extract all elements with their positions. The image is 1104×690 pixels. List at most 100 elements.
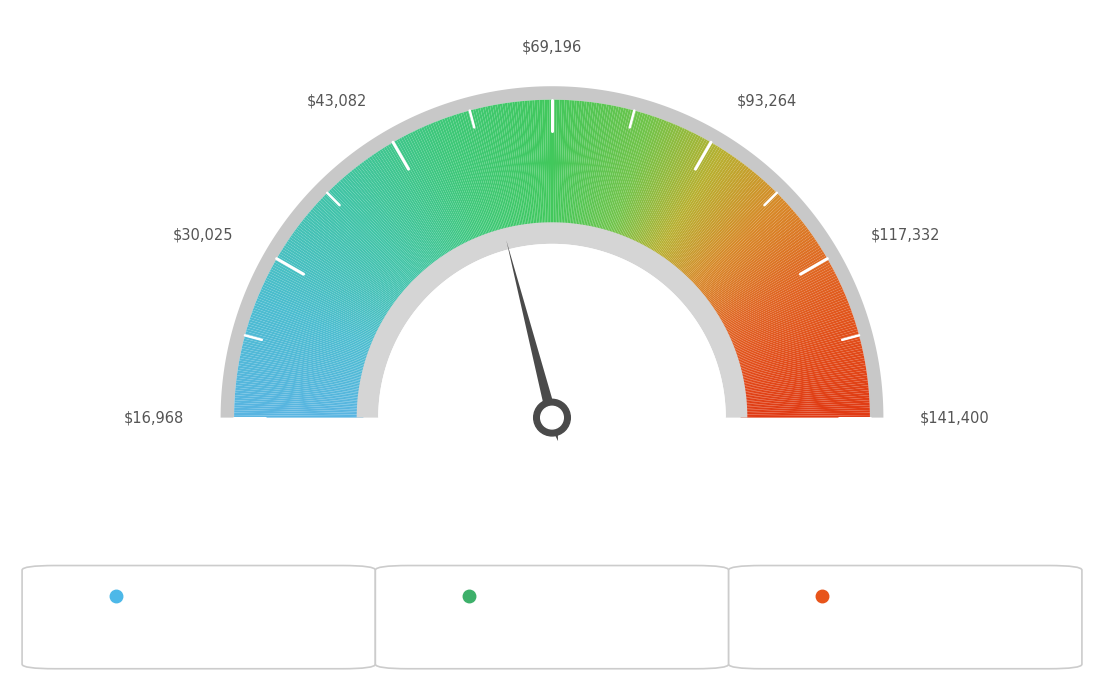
Polygon shape — [583, 104, 607, 232]
Polygon shape — [495, 104, 520, 232]
Polygon shape — [690, 200, 785, 290]
Polygon shape — [740, 385, 869, 400]
Polygon shape — [424, 126, 477, 245]
Polygon shape — [238, 366, 365, 388]
Polygon shape — [275, 260, 389, 326]
Polygon shape — [507, 240, 558, 419]
Polygon shape — [719, 269, 835, 331]
Polygon shape — [700, 221, 804, 302]
Polygon shape — [667, 165, 747, 268]
Polygon shape — [661, 159, 739, 265]
Text: $69,196: $69,196 — [522, 39, 582, 55]
Polygon shape — [629, 128, 686, 246]
Polygon shape — [258, 294, 379, 346]
Polygon shape — [399, 138, 463, 253]
Polygon shape — [612, 116, 655, 239]
Polygon shape — [707, 235, 814, 310]
Polygon shape — [382, 148, 453, 258]
Polygon shape — [267, 273, 384, 333]
Polygon shape — [626, 125, 678, 244]
Polygon shape — [460, 112, 499, 237]
Polygon shape — [683, 189, 775, 283]
Polygon shape — [654, 149, 724, 259]
FancyBboxPatch shape — [22, 566, 375, 669]
Polygon shape — [246, 326, 371, 365]
Polygon shape — [582, 104, 604, 232]
Polygon shape — [553, 99, 558, 229]
Polygon shape — [620, 121, 669, 242]
Polygon shape — [338, 181, 426, 278]
Polygon shape — [737, 355, 864, 382]
Polygon shape — [673, 175, 758, 274]
Polygon shape — [237, 373, 365, 393]
Polygon shape — [524, 101, 538, 230]
Polygon shape — [558, 100, 564, 229]
Polygon shape — [306, 215, 406, 299]
Polygon shape — [237, 371, 365, 391]
Polygon shape — [452, 115, 493, 239]
Polygon shape — [502, 104, 524, 231]
Polygon shape — [283, 247, 393, 318]
Polygon shape — [534, 100, 543, 229]
Polygon shape — [326, 193, 418, 285]
Polygon shape — [390, 143, 457, 255]
Polygon shape — [342, 177, 428, 276]
Polygon shape — [243, 341, 369, 373]
Polygon shape — [741, 413, 870, 416]
Polygon shape — [520, 101, 534, 230]
Polygon shape — [241, 351, 368, 380]
Polygon shape — [730, 313, 852, 357]
Polygon shape — [302, 219, 405, 301]
Polygon shape — [698, 217, 800, 299]
Polygon shape — [248, 322, 372, 362]
Polygon shape — [540, 100, 546, 229]
Polygon shape — [244, 336, 370, 371]
Polygon shape — [677, 179, 764, 277]
Polygon shape — [371, 155, 446, 262]
Polygon shape — [286, 241, 395, 314]
Polygon shape — [537, 100, 544, 229]
Polygon shape — [688, 197, 782, 288]
Polygon shape — [601, 110, 636, 236]
Polygon shape — [265, 278, 383, 336]
Polygon shape — [234, 408, 363, 413]
Polygon shape — [578, 103, 599, 231]
Polygon shape — [252, 313, 374, 357]
Polygon shape — [485, 106, 513, 233]
Polygon shape — [587, 106, 614, 233]
Polygon shape — [386, 145, 455, 257]
Polygon shape — [613, 117, 657, 239]
Polygon shape — [711, 247, 821, 318]
Polygon shape — [649, 145, 718, 257]
Polygon shape — [680, 184, 769, 280]
Polygon shape — [634, 131, 692, 248]
Polygon shape — [716, 262, 830, 327]
Polygon shape — [454, 115, 495, 238]
Polygon shape — [644, 140, 710, 254]
Polygon shape — [510, 102, 529, 230]
Polygon shape — [235, 390, 364, 403]
Polygon shape — [710, 243, 819, 315]
Polygon shape — [235, 393, 364, 404]
Polygon shape — [236, 375, 365, 394]
Polygon shape — [697, 213, 797, 297]
Polygon shape — [569, 101, 582, 230]
Polygon shape — [234, 400, 363, 408]
Polygon shape — [690, 201, 787, 290]
Polygon shape — [270, 266, 386, 329]
Polygon shape — [252, 310, 374, 355]
Polygon shape — [245, 331, 371, 368]
Polygon shape — [517, 101, 533, 230]
Polygon shape — [361, 162, 440, 267]
Polygon shape — [248, 319, 373, 361]
Polygon shape — [627, 126, 680, 245]
Polygon shape — [289, 237, 396, 312]
Polygon shape — [507, 103, 527, 231]
Polygon shape — [527, 101, 539, 230]
Polygon shape — [343, 176, 429, 275]
Polygon shape — [570, 101, 584, 230]
Polygon shape — [580, 104, 602, 231]
Polygon shape — [414, 130, 471, 248]
Polygon shape — [712, 249, 824, 319]
Polygon shape — [721, 275, 838, 335]
